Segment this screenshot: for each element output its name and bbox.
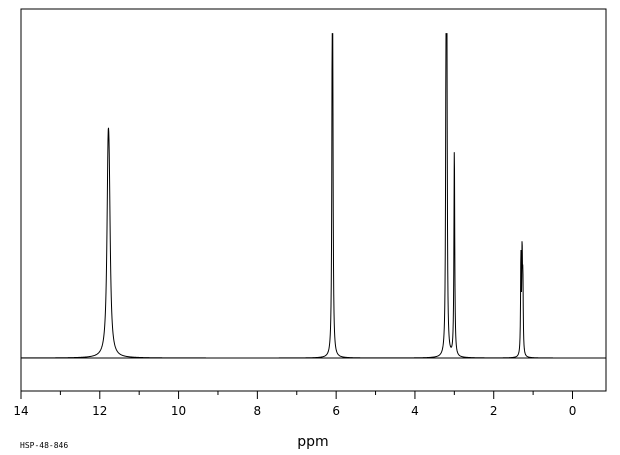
x-tick-label: 6 [332, 404, 340, 418]
spectrum-trace [21, 33, 606, 359]
x-tick-label: 4 [411, 404, 419, 418]
x-tick-label: 12 [92, 404, 107, 418]
x-tick-label: 2 [490, 404, 498, 418]
x-tick-label: 0 [569, 404, 577, 418]
x-tick-label: 10 [171, 404, 186, 418]
x-axis-title: ppm [297, 434, 328, 450]
x-axis: 14 12 10 8 6 4 2 0 [13, 391, 576, 418]
x-tick-label: 14 [13, 404, 28, 418]
x-tick-label: 8 [254, 404, 262, 418]
spectrum-code: HSP-48-846 [20, 441, 68, 450]
plot-frame [20, 8, 607, 392]
